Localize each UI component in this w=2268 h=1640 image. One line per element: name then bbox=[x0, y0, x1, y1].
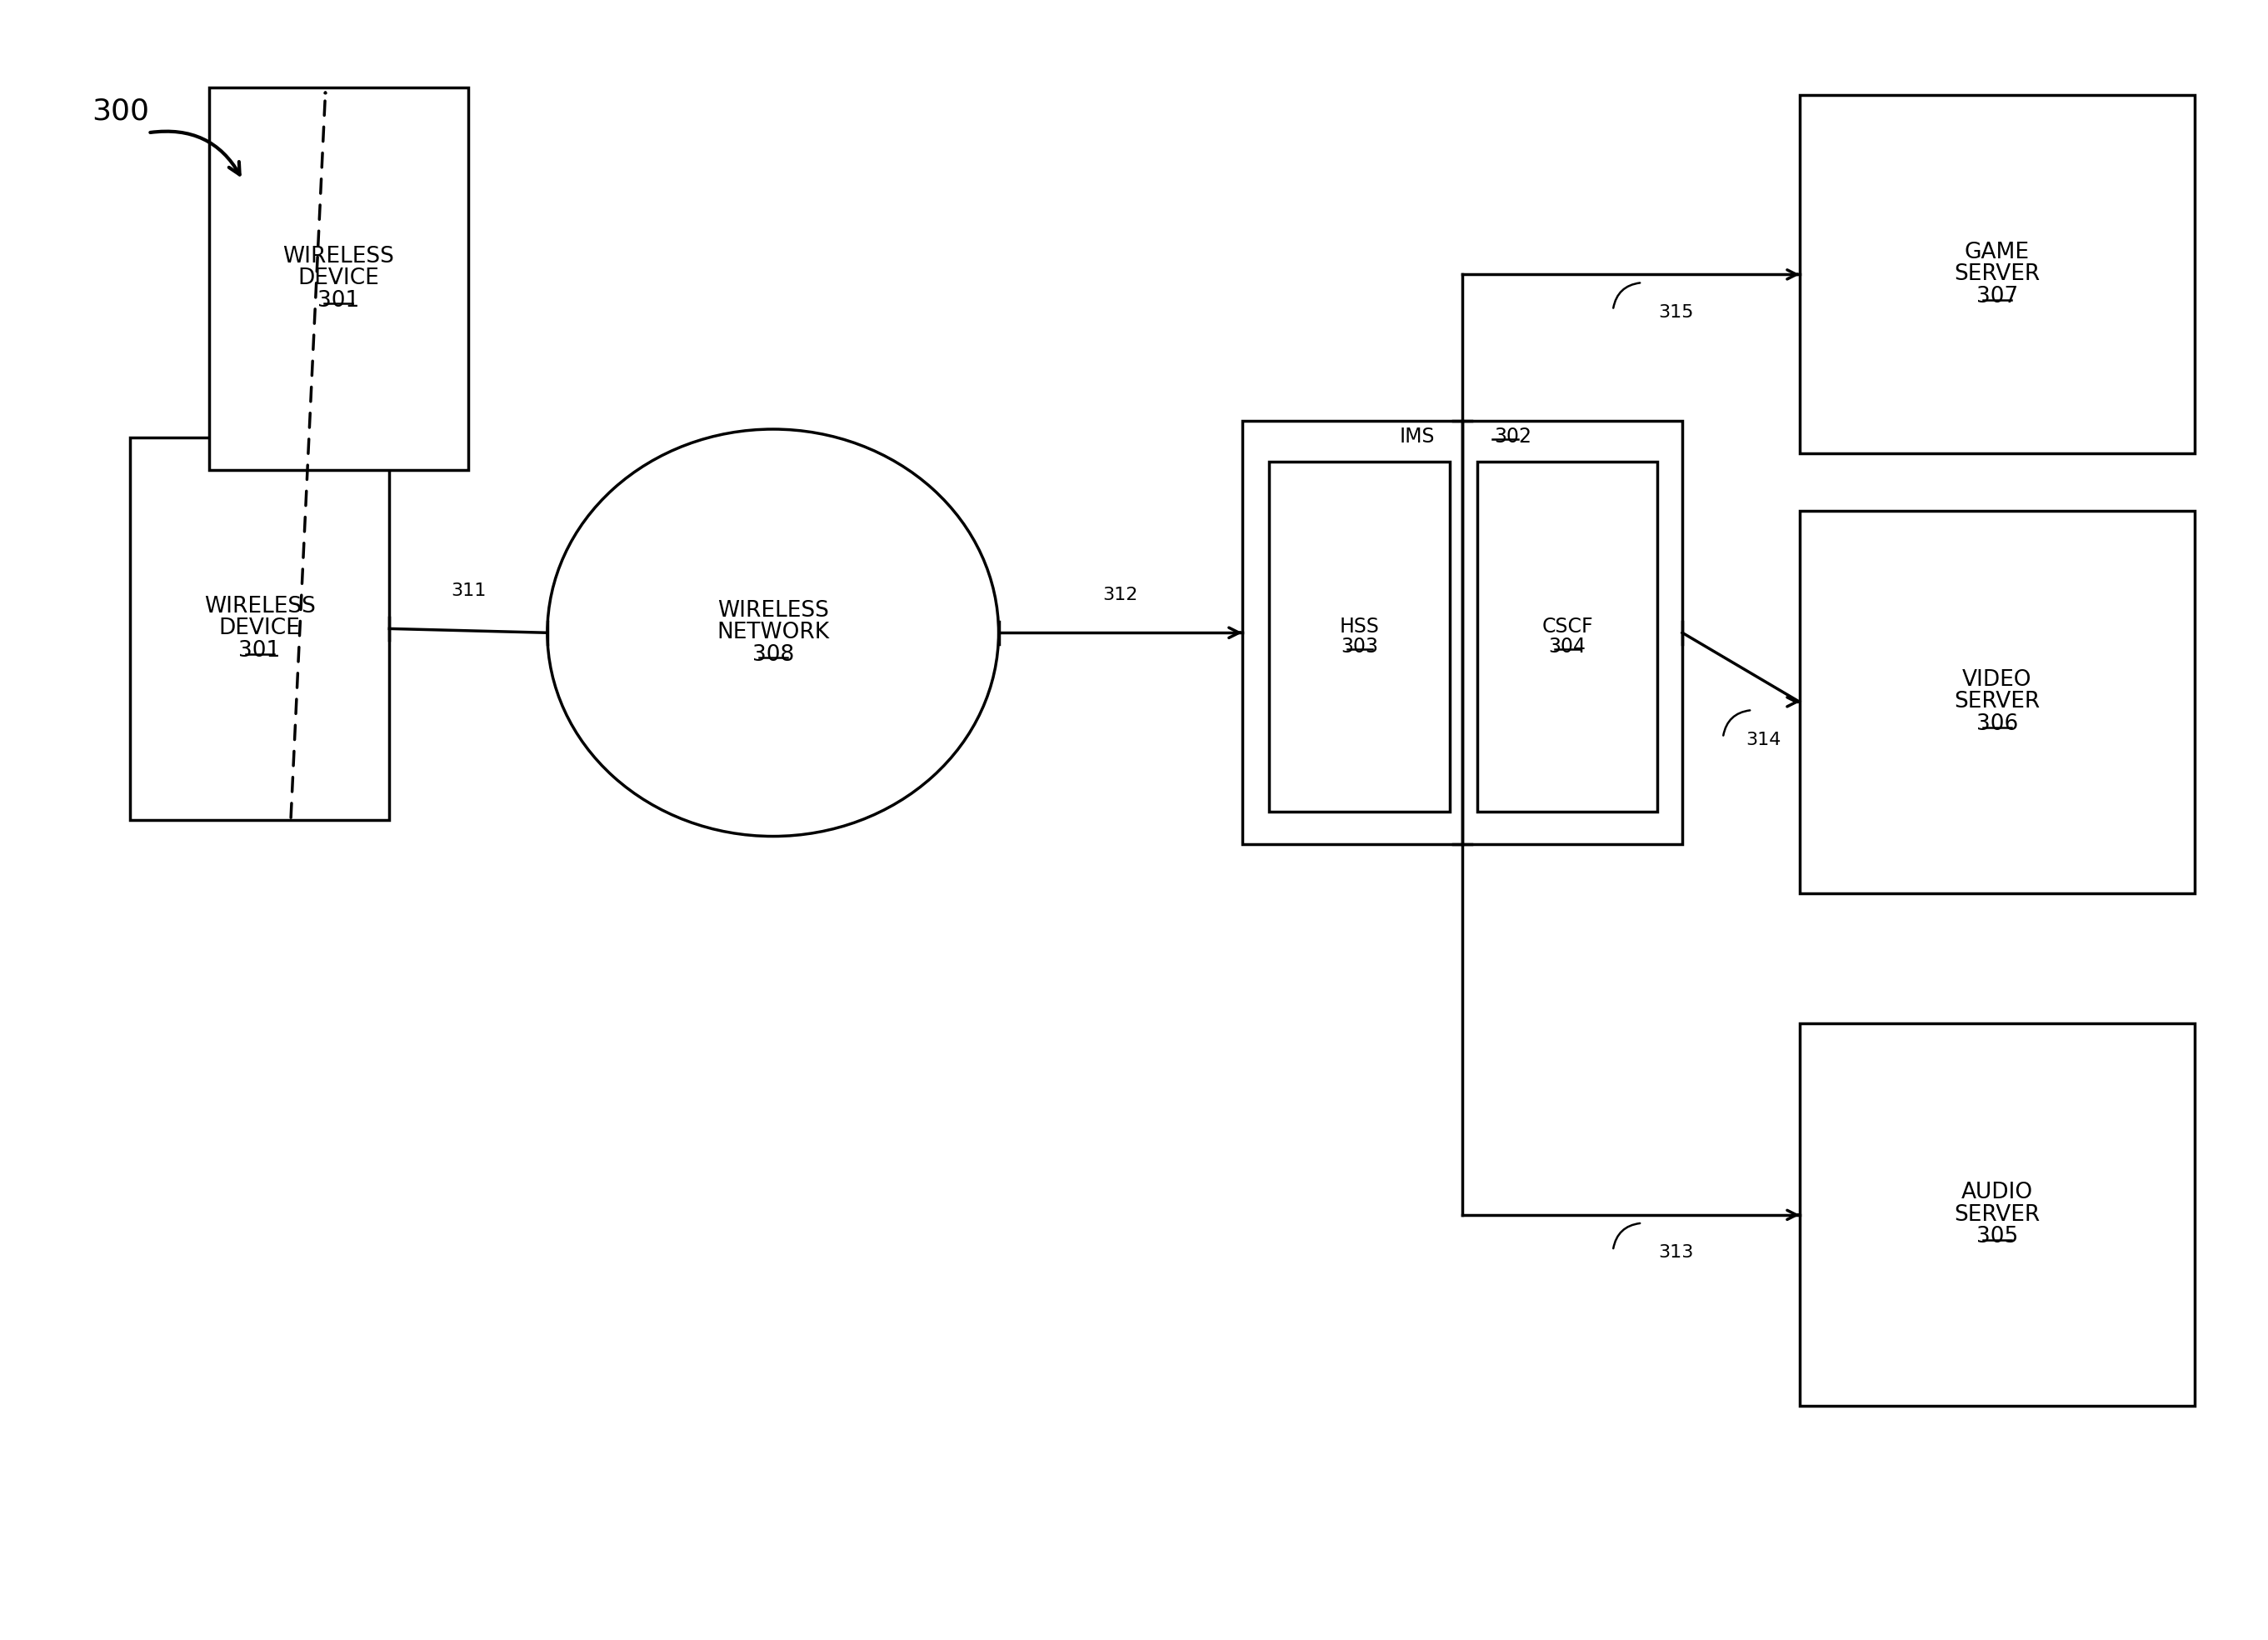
Bar bbox=[209, 87, 469, 471]
Text: NETWORK: NETWORK bbox=[717, 622, 830, 643]
Text: HSS: HSS bbox=[1340, 617, 1379, 636]
Bar bbox=[129, 438, 390, 820]
Text: 301: 301 bbox=[238, 640, 281, 661]
Bar bbox=[1243, 421, 1683, 845]
Text: 306: 306 bbox=[1975, 713, 2019, 735]
Text: 304: 304 bbox=[1549, 636, 1585, 656]
Text: 305: 305 bbox=[1975, 1227, 2019, 1248]
Bar bbox=[1270, 462, 1449, 812]
Text: WIRELESS: WIRELESS bbox=[284, 246, 395, 267]
Text: CSCF: CSCF bbox=[1542, 617, 1592, 636]
Text: SERVER: SERVER bbox=[1955, 264, 2041, 285]
Bar bbox=[1476, 462, 1658, 812]
Bar bbox=[1799, 1023, 2195, 1405]
Text: VIDEO: VIDEO bbox=[1962, 669, 2032, 690]
Bar bbox=[1799, 510, 2195, 894]
Text: 311: 311 bbox=[451, 582, 485, 599]
Text: 301: 301 bbox=[318, 290, 361, 312]
Text: GAME: GAME bbox=[1964, 241, 2030, 264]
Ellipse shape bbox=[547, 430, 998, 836]
Text: 315: 315 bbox=[1658, 303, 1694, 320]
Text: 303: 303 bbox=[1340, 636, 1379, 656]
FancyArrowPatch shape bbox=[290, 92, 327, 818]
Bar bbox=[1799, 95, 2195, 454]
Text: IMS: IMS bbox=[1399, 426, 1436, 446]
Text: WIRELESS: WIRELESS bbox=[204, 595, 315, 618]
Text: SERVER: SERVER bbox=[1955, 690, 2041, 713]
Text: 300: 300 bbox=[91, 97, 150, 126]
Text: 314: 314 bbox=[1746, 731, 1780, 748]
Text: DEVICE: DEVICE bbox=[297, 267, 379, 289]
Text: AUDIO: AUDIO bbox=[1962, 1182, 2032, 1204]
Text: 302: 302 bbox=[1495, 426, 1531, 446]
Text: DEVICE: DEVICE bbox=[220, 618, 299, 640]
Text: 307: 307 bbox=[1975, 285, 2019, 307]
Text: 308: 308 bbox=[753, 645, 794, 666]
Text: 312: 312 bbox=[1102, 587, 1139, 604]
Text: WIRELESS: WIRELESS bbox=[717, 600, 828, 622]
Text: SERVER: SERVER bbox=[1955, 1204, 2041, 1225]
Text: 313: 313 bbox=[1658, 1245, 1694, 1261]
